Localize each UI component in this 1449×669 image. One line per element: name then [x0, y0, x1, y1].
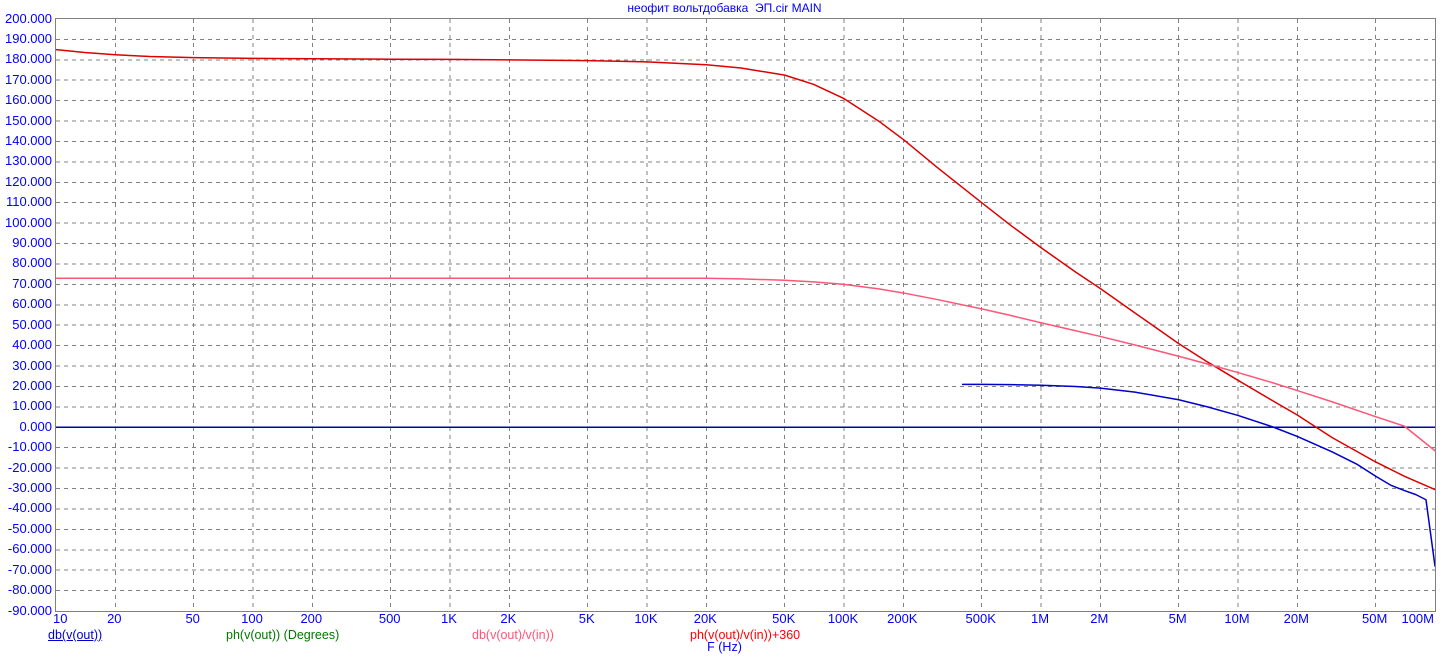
- x-axis-tick: 50M: [1362, 611, 1388, 626]
- x-axis-tick: 5K: [578, 611, 595, 626]
- y-axis-tick: 170.000: [5, 71, 52, 87]
- x-axis-tick: 100M: [1401, 611, 1434, 626]
- y-axis-tick: -20.000: [7, 459, 52, 475]
- x-axis-tick: 5M: [1168, 611, 1187, 626]
- y-axis-tick: -10.000: [7, 439, 52, 455]
- x-axis-tick: 2M: [1090, 611, 1109, 626]
- y-axis-tick: 120.000: [5, 173, 52, 189]
- legend: db(v(out)) ph(v(out)) (Degrees) db(v(out…: [0, 628, 1449, 648]
- y-axis-tick: -60.000: [7, 541, 52, 557]
- x-axis-tick: 10: [53, 611, 68, 626]
- x-axis-tick: 1M: [1030, 611, 1050, 626]
- x-axis-tick: 500K: [965, 611, 996, 626]
- x-axis-tick: 10K: [634, 611, 658, 626]
- legend-item-ph-vout[interactable]: ph(v(out)) (Degrees): [226, 628, 340, 642]
- y-axis-tick: 100.000: [5, 214, 52, 230]
- y-axis-tick: 110.000: [5, 194, 52, 210]
- x-axis-title: F (Hz): [707, 640, 742, 654]
- x-axis-tick: 200K: [887, 611, 918, 626]
- y-axis-tick: 200.000: [5, 10, 52, 26]
- y-axis-tick: -30.000: [7, 480, 52, 496]
- x-axis-tick: 10M: [1224, 611, 1250, 626]
- y-axis-labels: 200.000 190.000 180.000 170.000 160.000 150.0…: [0, 0, 52, 669]
- y-axis-tick: 160.000: [5, 92, 52, 108]
- y-axis-tick: 60.000: [12, 296, 52, 312]
- y-axis-tick: 70.000: [12, 275, 52, 291]
- y-axis-tick: -70.000: [7, 561, 52, 577]
- x-axis-tick: 1K: [441, 611, 457, 626]
- plot-canvas: [56, 19, 1435, 611]
- x-axis-tick: 100: [241, 611, 263, 626]
- x-axis-tick: 20K: [693, 611, 717, 626]
- series-curves: [56, 48, 1435, 567]
- x-axis-tick: 20: [107, 611, 122, 626]
- x-axis-tick: 200: [300, 611, 323, 626]
- legend-item-db-ratio[interactable]: db(v(out)/v(in)): [472, 628, 554, 642]
- y-axis-tick: 50.000: [12, 316, 52, 332]
- x-axis-tick: 50: [185, 611, 200, 626]
- y-axis-tick: 130.000: [5, 153, 52, 169]
- y-axis-tick: -80.000: [7, 582, 52, 598]
- y-axis-tick: 90.000: [12, 235, 52, 251]
- y-axis-tick: 80.000: [12, 255, 52, 271]
- x-axis-tick: 500: [378, 611, 401, 626]
- grid-vertical: [114, 19, 1377, 611]
- y-axis-tick: 10.000: [12, 398, 52, 414]
- y-axis-tick: 190.000: [5, 30, 52, 46]
- x-axis-tick: 20M: [1283, 611, 1309, 626]
- x-axis-tick: 2K: [500, 611, 517, 626]
- y-axis-tick: 30.000: [12, 357, 52, 373]
- legend-item-ph-ratio[interactable]: ph(v(out)/v(in))+360: [690, 628, 801, 642]
- y-axis-tick: 180.000: [5, 51, 52, 67]
- y-axis-tick: -40.000: [7, 500, 52, 516]
- y-axis-tick: -90.000: [7, 602, 52, 618]
- y-axis-tick: 0.000: [19, 418, 52, 434]
- y-axis-tick: 40.000: [12, 337, 52, 353]
- plot-area[interactable]: [55, 18, 1436, 612]
- x-axis-tick: 50K: [772, 611, 796, 626]
- grid-horizontal: [56, 38, 1435, 592]
- y-axis-tick: 140.000: [5, 132, 52, 148]
- y-axis-tick: 150.000: [5, 112, 52, 128]
- y-axis-tick: 20.000: [12, 377, 52, 393]
- page-title: неофит вольтдобавка ЭП.cir MAIN: [627, 1, 822, 15]
- x-axis-tick: 100K: [827, 611, 859, 626]
- y-axis-tick: -50.000: [7, 520, 52, 536]
- legend-item-db-vout[interactable]: db(v(out)): [48, 628, 103, 642]
